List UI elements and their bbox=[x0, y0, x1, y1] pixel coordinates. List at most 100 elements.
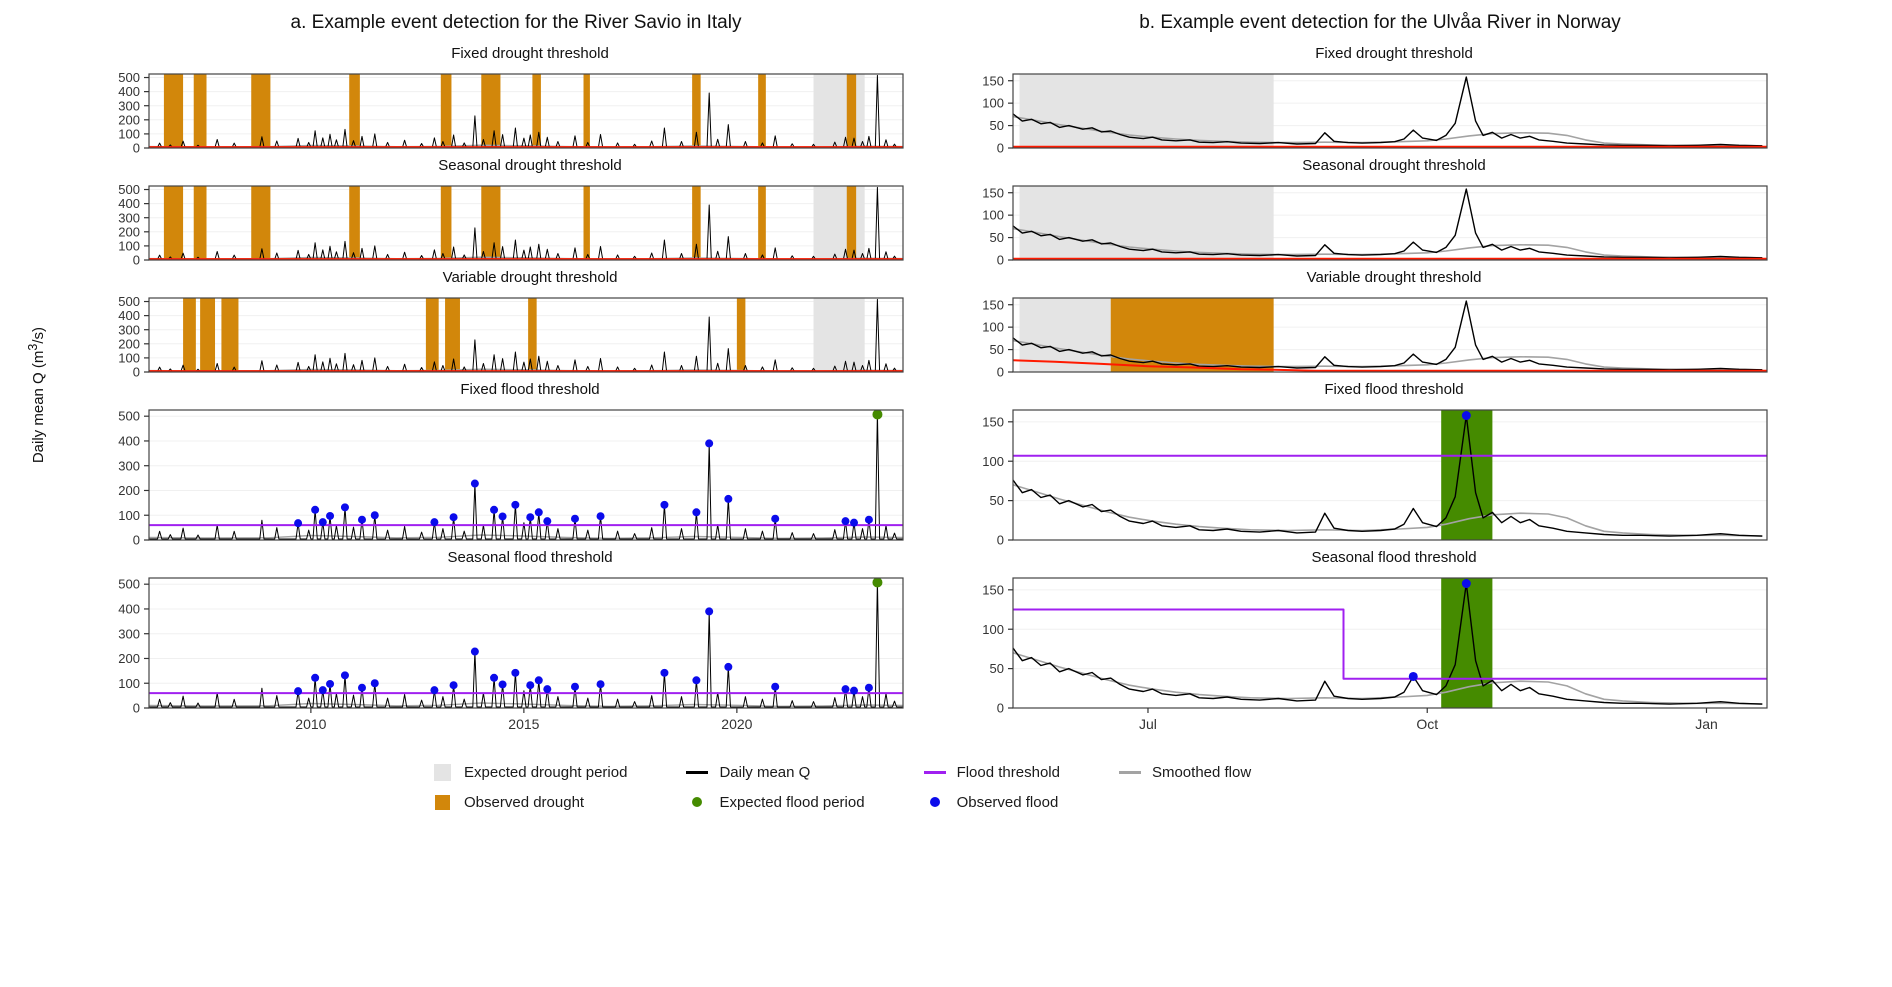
svg-text:0: 0 bbox=[133, 701, 140, 716]
svg-text:300: 300 bbox=[118, 322, 140, 337]
svg-text:2020: 2020 bbox=[721, 716, 752, 732]
legend-item-expected-flood: Expected flood period bbox=[685, 792, 865, 812]
expected-drought-swatch bbox=[433, 763, 451, 781]
legend-label: Expected flood period bbox=[719, 793, 865, 811]
legend-swatch-box bbox=[685, 792, 709, 812]
panel-b-title: b. Example event detection for the Ulvåa… bbox=[1139, 12, 1621, 33]
legend-swatch-box bbox=[430, 792, 454, 812]
subplot-title-b4: Fixed flood threshold bbox=[1324, 381, 1464, 398]
legend-item-observed-drought: Observed drought bbox=[430, 792, 627, 812]
svg-text:150: 150 bbox=[982, 297, 1004, 312]
svg-text:0: 0 bbox=[133, 365, 140, 378]
svg-text:200: 200 bbox=[118, 224, 140, 239]
svg-text:100: 100 bbox=[118, 508, 140, 523]
panel-b-charts: Fixed drought threshold 0 50 100 150 Seasonal… bbox=[955, 42, 1775, 740]
legend-item-observed-flood: Observed flood bbox=[923, 792, 1060, 812]
legend-label: Expected drought period bbox=[464, 763, 628, 781]
svg-text:200: 200 bbox=[118, 112, 140, 127]
svg-text:Jan: Jan bbox=[1695, 716, 1718, 732]
subplot-title-a3: Variable drought threshold bbox=[442, 269, 618, 286]
svg-text:0: 0 bbox=[133, 141, 140, 154]
chart-b3: 0 50 100 150 bbox=[982, 297, 1768, 378]
svg-text:500: 500 bbox=[118, 409, 140, 424]
observed-drought-swatch bbox=[434, 794, 450, 810]
svg-text:Oct: Oct bbox=[1416, 716, 1438, 732]
svg-text:0: 0 bbox=[997, 533, 1004, 546]
svg-text:500: 500 bbox=[118, 70, 140, 85]
svg-text:50: 50 bbox=[990, 493, 1004, 508]
svg-text:2010: 2010 bbox=[295, 716, 326, 732]
svg-text:400: 400 bbox=[118, 434, 140, 449]
chart-b4: 0 50 100 150 bbox=[982, 409, 1768, 546]
legend: Expected drought period Observed drought… bbox=[430, 758, 1251, 816]
legend-item-daily-mean-q: Daily mean Q bbox=[685, 762, 864, 782]
svg-text:0: 0 bbox=[997, 253, 1004, 266]
legend-label: Smoothed flow bbox=[1151, 763, 1252, 781]
svg-text:0: 0 bbox=[997, 701, 1004, 716]
svg-text:300: 300 bbox=[118, 98, 140, 113]
subplot-title-b5: Seasonal flood threshold bbox=[1311, 549, 1477, 566]
y-axis-label-text2: /s) bbox=[30, 326, 47, 344]
svg-text:150: 150 bbox=[982, 582, 1004, 597]
chart-b1: 0 50 100 150 bbox=[982, 73, 1768, 154]
svg-text:150: 150 bbox=[982, 73, 1004, 88]
chart-a5: 0 100 200 300 400 500 2010 2015 2020 bbox=[118, 577, 904, 732]
svg-text:Jul: Jul bbox=[1139, 716, 1157, 732]
subplot-title-b2: Seasonal drought threshold bbox=[1302, 157, 1486, 174]
svg-text:50: 50 bbox=[990, 118, 1004, 133]
svg-text:400: 400 bbox=[118, 308, 140, 323]
svg-text:500: 500 bbox=[118, 577, 140, 592]
svg-text:200: 200 bbox=[118, 483, 140, 498]
y-axis-label: Daily mean Q (m3/s) bbox=[26, 327, 47, 463]
svg-text:0: 0 bbox=[997, 365, 1004, 378]
svg-text:100: 100 bbox=[118, 126, 140, 141]
svg-text:300: 300 bbox=[118, 210, 140, 225]
y-axis-label-sup: 3 bbox=[26, 343, 40, 351]
subplot-title-a1: Fixed drought threshold bbox=[451, 45, 609, 62]
svg-text:500: 500 bbox=[118, 182, 140, 197]
svg-text:100: 100 bbox=[982, 622, 1004, 637]
svg-text:100: 100 bbox=[118, 676, 140, 691]
subplot-title-b3: Variable drought threshold bbox=[1306, 269, 1482, 286]
legend-item-expected-drought: Expected drought period bbox=[430, 762, 627, 782]
svg-text:0: 0 bbox=[133, 253, 140, 266]
svg-text:400: 400 bbox=[118, 602, 140, 617]
smoothed-flow-swatch bbox=[1118, 770, 1141, 774]
svg-text:150: 150 bbox=[982, 185, 1004, 200]
svg-text:400: 400 bbox=[118, 196, 140, 211]
legend-label: Observed flood bbox=[956, 793, 1059, 811]
svg-text:50: 50 bbox=[990, 661, 1004, 676]
svg-text:100: 100 bbox=[118, 238, 140, 253]
svg-text:400: 400 bbox=[118, 84, 140, 99]
svg-text:300: 300 bbox=[118, 626, 140, 641]
panel-a-column: a. Example event detection for the River… bbox=[91, 10, 911, 740]
legend-swatch-box bbox=[923, 762, 947, 782]
figure: Daily mean Q (m3/s) a. Example event det… bbox=[26, 10, 1775, 740]
expected-flood-swatch bbox=[692, 797, 703, 807]
legend-item-smoothed-flow: Smoothed flow bbox=[1118, 762, 1251, 782]
subplot-title-a5: Seasonal flood threshold bbox=[447, 549, 613, 566]
svg-text:200: 200 bbox=[118, 336, 140, 351]
svg-text:500: 500 bbox=[118, 294, 140, 309]
legend-label: Daily mean Q bbox=[719, 763, 811, 781]
legend-label: Observed drought bbox=[464, 793, 585, 811]
svg-text:0: 0 bbox=[133, 533, 140, 546]
subplot-title-a4: Fixed flood threshold bbox=[460, 381, 600, 398]
svg-text:300: 300 bbox=[118, 458, 140, 473]
subplot-title-b1: Fixed drought threshold bbox=[1315, 45, 1473, 62]
chart-a4: 0 100 200 300 400 500 bbox=[118, 409, 904, 546]
svg-text:50: 50 bbox=[990, 230, 1004, 245]
svg-text:100: 100 bbox=[982, 454, 1004, 469]
chart-b5: 0 50 100 150 Jul Oct Jan bbox=[982, 577, 1768, 732]
legend-label: Flood threshold bbox=[956, 763, 1060, 781]
svg-text:100: 100 bbox=[982, 96, 1004, 111]
svg-text:50: 50 bbox=[990, 342, 1004, 357]
y-axis-label-text: Daily mean Q (m bbox=[30, 350, 47, 464]
legend-item-flood-threshold: Flood threshold bbox=[923, 762, 1060, 782]
legend-swatch-box bbox=[430, 762, 454, 782]
legend-swatch-box bbox=[685, 762, 709, 782]
svg-text:100: 100 bbox=[982, 320, 1004, 335]
